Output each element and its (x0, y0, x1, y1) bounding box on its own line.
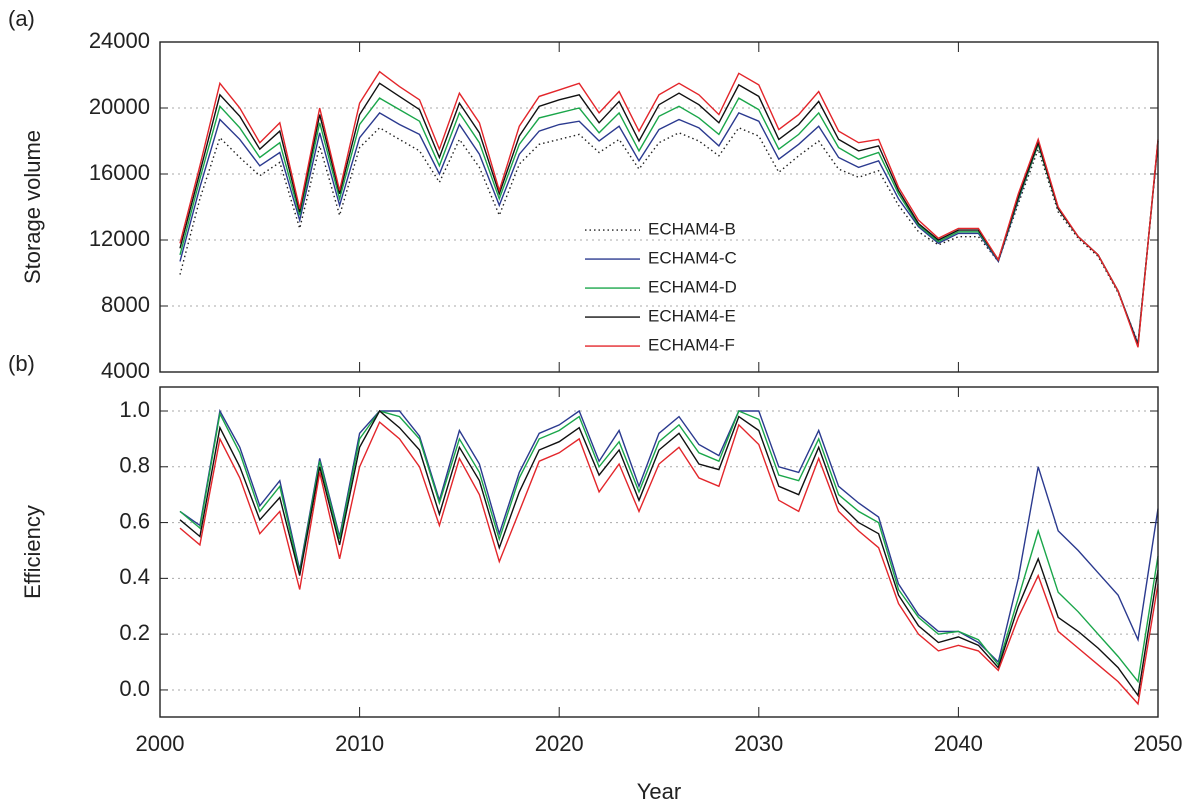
y-tick-label: 16000 (89, 160, 150, 185)
x-tick-label: 2030 (734, 731, 783, 756)
x-tick-label: 2050 (1134, 731, 1183, 756)
legend-label: ECHAM4-C (648, 249, 737, 268)
series-line (179, 70, 1159, 348)
legend-label: ECHAM4-E (648, 307, 736, 326)
series-line (179, 126, 1159, 343)
x-tick-label: 2010 (335, 731, 384, 756)
y-tick-label: 0.0 (119, 676, 150, 701)
series-line (179, 420, 1159, 706)
y-axis-title: Efficiency (20, 505, 45, 599)
y-tick-label: 4000 (101, 358, 150, 383)
series-line (179, 111, 1159, 345)
series-line (179, 409, 1159, 698)
y-tick-label: 0.4 (119, 564, 150, 589)
x-tick-label: 2040 (934, 731, 983, 756)
legend-label: ECHAM4-F (648, 336, 735, 355)
y-tick-label: 0.8 (119, 453, 150, 478)
legend-label: ECHAM4-B (648, 220, 736, 239)
y-tick-label: 24000 (89, 28, 150, 53)
y-tick-label: 0.6 (119, 508, 150, 533)
series-line (179, 408, 1159, 664)
y-tick-label: 8000 (101, 292, 150, 317)
y-tick-label: 20000 (89, 94, 150, 119)
y-axis-title: Storage volume (20, 130, 45, 284)
y-tick-label: 0.2 (119, 620, 150, 645)
x-axis-title: Year (637, 779, 681, 804)
legend-label: ECHAM4-D (648, 278, 737, 297)
y-tick-label: 12000 (89, 226, 150, 251)
x-tick-label: 2020 (535, 731, 584, 756)
plot-frame (159, 386, 1159, 718)
y-tick-label: 1.0 (119, 397, 150, 422)
x-tick-label: 2000 (136, 731, 185, 756)
panel-label: (b) (8, 351, 35, 376)
plot-frame (159, 41, 1159, 373)
series-line (179, 410, 1159, 684)
panel-label: (a) (8, 6, 35, 31)
